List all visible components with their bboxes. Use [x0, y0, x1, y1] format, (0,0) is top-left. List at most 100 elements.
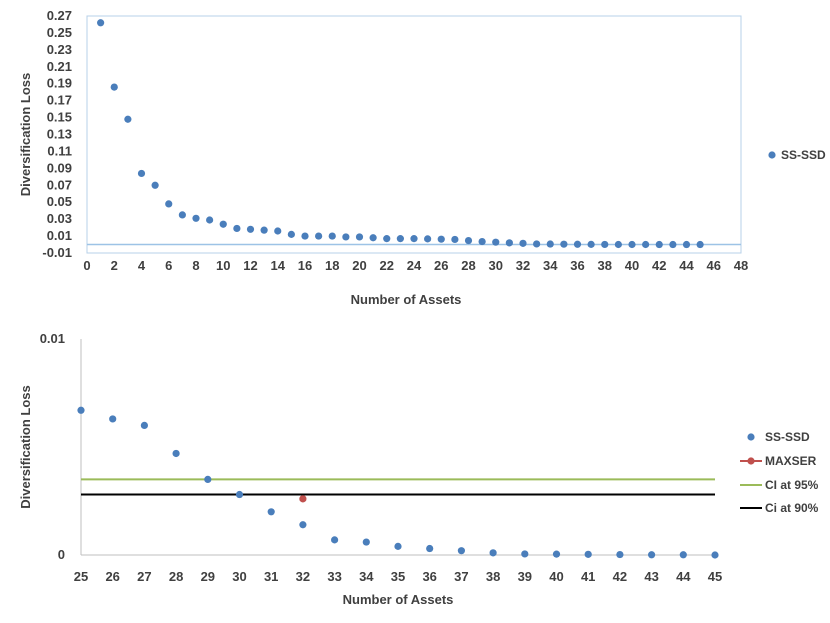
data-point-1 [451, 235, 459, 244]
x-tick-label-2: 44 [676, 569, 691, 584]
x-tick-label-2: 36 [422, 569, 436, 584]
data-point-1 [464, 236, 473, 245]
x-tick-label-2: 43 [644, 569, 658, 584]
x-tick-label-2: 41 [581, 569, 595, 584]
legend-label-1: SS-SSD [781, 148, 826, 162]
data-point-1 [601, 240, 609, 249]
x-tick-label-2: 27 [137, 569, 151, 584]
x-tick-label-2: 40 [549, 569, 563, 584]
data-point-1 [369, 234, 377, 242]
x-tick-label-2: 31 [264, 569, 278, 584]
y-tick-label-1: 0.05 [47, 194, 72, 209]
x-axis-title-1: Number of Assets [351, 292, 462, 307]
data-point-1 [424, 235, 432, 243]
data-point-1 [274, 227, 282, 235]
legend-marker-1 [768, 151, 776, 159]
plot-frame-1 [86, 15, 742, 254]
y-tick-label-1: 0.07 [47, 177, 72, 192]
x-tick-label-1: 36 [570, 258, 584, 273]
data-point-2 [489, 549, 497, 557]
data-point-2 [140, 421, 148, 429]
x-tick-label-1: 4 [138, 258, 146, 273]
x-tick-label-1: 30 [489, 258, 503, 273]
data-point-1 [505, 239, 513, 247]
data-point-1 [546, 240, 554, 248]
data-point-1 [669, 240, 677, 249]
data-point-2 [204, 475, 212, 483]
data-point-1 [655, 240, 663, 249]
data-point-2 [299, 521, 307, 529]
legend-marker-maxser [747, 457, 755, 465]
data-point-1 [287, 230, 295, 238]
x-tick-label-1: 26 [434, 258, 448, 273]
legend-label-ci95: CI at 95% [765, 478, 819, 492]
x-tick-label-1: 38 [598, 258, 612, 273]
data-point-1 [437, 235, 445, 243]
data-point-1 [682, 240, 691, 249]
y-tick-label-1: 0.27 [47, 8, 72, 23]
data-point-1 [642, 240, 650, 249]
x-tick-label-1: 0 [83, 258, 90, 273]
data-point-1 [410, 235, 418, 243]
y-tick-label-1: 0.13 [47, 127, 72, 142]
legend-label-ss-ssd: SS-SSD [765, 430, 810, 444]
x-tick-label-2: 42 [613, 569, 627, 584]
x-tick-label-1: 44 [679, 258, 694, 273]
data-point-1 [696, 240, 704, 249]
data-point-1 [328, 232, 336, 240]
y-tick-label-1: 0.23 [47, 42, 72, 57]
x-tick-label-1: 42 [652, 258, 666, 273]
data-point-1 [260, 226, 268, 234]
data-point-1 [628, 240, 636, 249]
data-point-2 [457, 547, 465, 555]
x-tick-label-1: 34 [543, 258, 558, 273]
data-point-2 [77, 406, 85, 414]
data-point-2 [109, 415, 117, 423]
data-point-1 [614, 240, 622, 249]
y-tick-label-2: 0.01 [40, 331, 65, 346]
x-tick-label-2: 29 [201, 569, 215, 584]
x-tick-label-2: 35 [391, 569, 405, 584]
data-point-2 [648, 551, 656, 559]
x-tick-label-1: 46 [707, 258, 721, 273]
x-tick-label-2: 30 [232, 569, 246, 584]
y-tick-label-1: 0.25 [47, 25, 72, 40]
x-axis-title-2: Number of Assets [343, 592, 454, 607]
y-tick-label-1: 0.11 [47, 143, 72, 158]
data-point-1 [165, 200, 173, 208]
x-tick-label-1: 2 [111, 258, 118, 273]
data-point-1 [124, 115, 132, 123]
data-point-1 [137, 169, 146, 178]
x-tick-label-2: 37 [454, 569, 468, 584]
y-tick-label-1: 0.17 [47, 93, 72, 108]
x-tick-label-1: 14 [271, 258, 286, 273]
x-tick-label-1: 16 [298, 258, 312, 273]
legend-marker-ss-ssd [747, 433, 755, 441]
x-tick-label-1: 48 [734, 258, 748, 273]
data-point-2 [394, 542, 402, 550]
maxser-point [299, 495, 307, 503]
data-point-1 [492, 238, 500, 246]
data-point-1 [233, 224, 241, 233]
x-tick-label-1: 22 [380, 258, 394, 273]
data-point-1 [396, 235, 404, 243]
x-tick-label-2: 38 [486, 569, 500, 584]
x-tick-label-2: 25 [74, 569, 88, 584]
data-point-2 [521, 550, 529, 558]
data-point-1 [383, 235, 391, 243]
x-tick-label-1: 6 [165, 258, 172, 273]
data-point-1 [573, 240, 582, 248]
data-point-2 [267, 508, 275, 516]
data-point-1 [478, 237, 486, 246]
y-tick-label-1: 0.15 [47, 110, 72, 125]
x-tick-label-2: 34 [359, 569, 374, 584]
x-tick-label-1: 24 [407, 258, 422, 273]
data-point-1 [315, 232, 323, 240]
data-point-1 [192, 214, 200, 222]
legend-label-maxser: MAXSER [765, 454, 817, 468]
data-point-1 [355, 233, 364, 241]
legend-label-ci90: Ci at 90% [765, 501, 819, 515]
x-tick-label-1: 12 [243, 258, 257, 273]
y-tick-label-1: 0.09 [47, 160, 72, 175]
